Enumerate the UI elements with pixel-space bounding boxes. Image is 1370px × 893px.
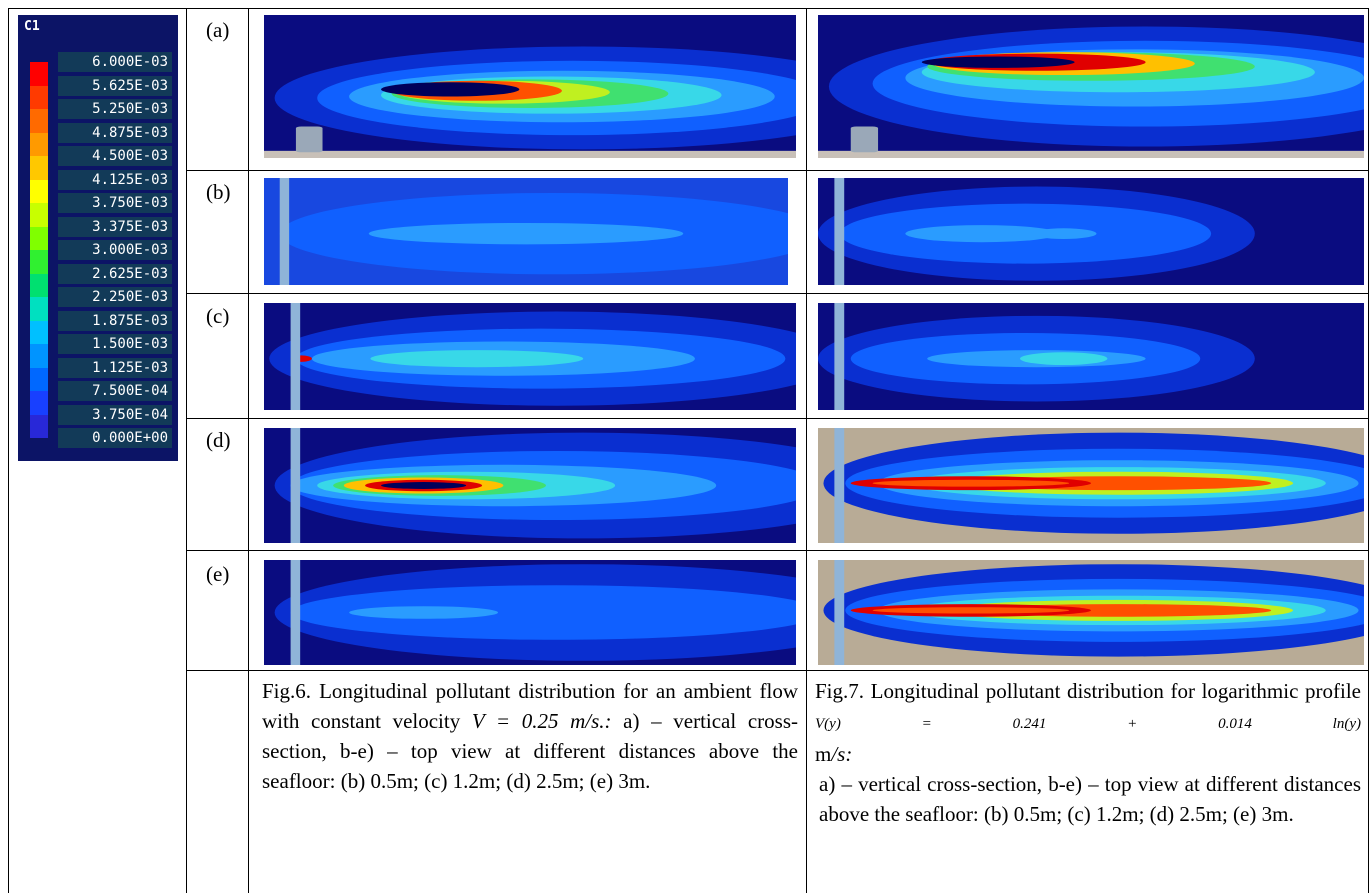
row-label: (e) xyxy=(206,562,230,586)
colorbar-swatch xyxy=(30,250,48,274)
contour xyxy=(279,178,290,285)
colorbar-swatch xyxy=(30,62,48,86)
colorbar-swatch xyxy=(30,297,48,321)
colorbar-label: 6.000E-03 xyxy=(58,52,172,72)
contour xyxy=(872,479,1070,487)
contour xyxy=(921,56,1075,68)
contour-plot xyxy=(818,178,1364,285)
contour-plot xyxy=(818,15,1364,158)
colorbar-label: 3.750E-03 xyxy=(58,193,172,213)
contour xyxy=(872,607,1070,614)
colorbar-swatch xyxy=(30,203,48,227)
colorbar-label: 5.250E-03 xyxy=(58,99,172,119)
caption-math: V = 0.25 m/s.: xyxy=(471,709,612,733)
contour xyxy=(834,178,845,285)
colorbar-swatch xyxy=(30,320,48,344)
border xyxy=(186,8,187,893)
contour-plot xyxy=(818,428,1364,543)
border xyxy=(8,8,9,893)
contour xyxy=(834,560,845,665)
colorbar-title: C1 xyxy=(24,19,40,34)
contour xyxy=(834,303,845,410)
row-label: (c) xyxy=(206,304,230,328)
caption-text: Fig.6. Longitudinal pollutant distributi… xyxy=(262,679,798,733)
caption-text: m xyxy=(815,742,832,766)
colorbar-label: 1.500E-03 xyxy=(58,334,172,354)
colorbar-swatch xyxy=(30,273,48,297)
colorbar-label: 0.000E+00 xyxy=(58,428,172,448)
border xyxy=(248,8,249,893)
caption-text: a) – vertical cross-section, b-e) – top … xyxy=(262,709,798,793)
row-label: (a) xyxy=(206,18,230,42)
colorbar-label: 7.500E-04 xyxy=(58,381,172,401)
colorbar-label: 1.875E-03 xyxy=(58,310,172,331)
colorbar-label: 4.500E-03 xyxy=(58,146,172,166)
contour xyxy=(349,606,499,619)
colorbar-swatch xyxy=(30,85,48,109)
border xyxy=(1368,8,1369,893)
colorbar-swatch xyxy=(30,132,48,156)
colorbar-swatch xyxy=(30,344,48,368)
contour-plot xyxy=(264,303,796,410)
row-label: (b) xyxy=(206,180,231,204)
colorbar-label: 3.000E-03 xyxy=(58,240,172,260)
colorbar-label: 2.250E-03 xyxy=(58,287,172,307)
contour xyxy=(370,350,584,368)
contour xyxy=(290,303,301,410)
caption-text: Fig.7. Longitudinal pollutant distributi… xyxy=(815,679,1361,703)
colorbar-swatch xyxy=(30,226,48,250)
border xyxy=(186,170,1369,171)
contour xyxy=(1020,352,1108,366)
contour-plot xyxy=(264,560,796,665)
colorbar-label: 1.125E-03 xyxy=(58,357,172,378)
contour-plot xyxy=(818,560,1364,665)
colorbar-label: 4.875E-03 xyxy=(58,122,172,143)
colorbar-swatch xyxy=(30,391,48,415)
contour xyxy=(381,482,467,489)
contour xyxy=(1030,228,1097,239)
contour xyxy=(290,585,796,640)
contour xyxy=(850,126,879,153)
colorbar-label: 2.625E-03 xyxy=(58,263,172,284)
border xyxy=(186,293,1369,294)
border xyxy=(186,418,1369,419)
colorbar-label: 3.750E-04 xyxy=(58,404,172,425)
border xyxy=(8,8,1369,9)
contour-plot xyxy=(264,428,796,543)
contour xyxy=(290,560,301,665)
caption-line: m/s: xyxy=(815,739,1361,769)
colorbar-label: 4.125E-03 xyxy=(58,169,172,190)
colorbar-label: 3.375E-03 xyxy=(58,216,172,237)
colorbar-swatch xyxy=(30,109,48,133)
contour xyxy=(905,225,1059,243)
border xyxy=(186,670,1369,671)
caption-text: /s: xyxy=(831,742,853,766)
contour-plot xyxy=(264,15,796,158)
contour xyxy=(381,82,520,97)
contour-plot xyxy=(264,178,788,285)
caption-formula: V(y) = 0.241 + 0.014 ln(y) xyxy=(815,716,1361,732)
border xyxy=(186,550,1369,551)
colorbar-label: 5.625E-03 xyxy=(58,75,172,96)
colorbar-swatch xyxy=(30,179,48,203)
contour xyxy=(368,222,684,245)
colorbar-swatch xyxy=(30,156,48,180)
contour xyxy=(290,428,301,543)
caption-text: a) – vertical cross-section, b-e) – top … xyxy=(819,772,1361,826)
colorbar-swatch xyxy=(30,367,48,391)
contour xyxy=(295,126,323,153)
fig7-caption: Fig.7. Longitudinal pollutant distributi… xyxy=(815,676,1361,829)
fig6-caption: Fig.6. Longitudinal pollutant distributi… xyxy=(262,676,798,796)
contour xyxy=(264,150,796,158)
colorbar: C1 6.000E-03 5.625E-03 5.250E-03 4.875E-03 4… xyxy=(18,15,178,461)
contour-plot xyxy=(818,303,1364,410)
row-label: (d) xyxy=(206,428,231,452)
contour xyxy=(834,428,845,543)
contour xyxy=(818,150,1364,158)
border xyxy=(806,8,807,893)
caption-line: Fig.7. Longitudinal pollutant distributi… xyxy=(815,676,1361,739)
colorbar-swatch xyxy=(30,414,48,438)
